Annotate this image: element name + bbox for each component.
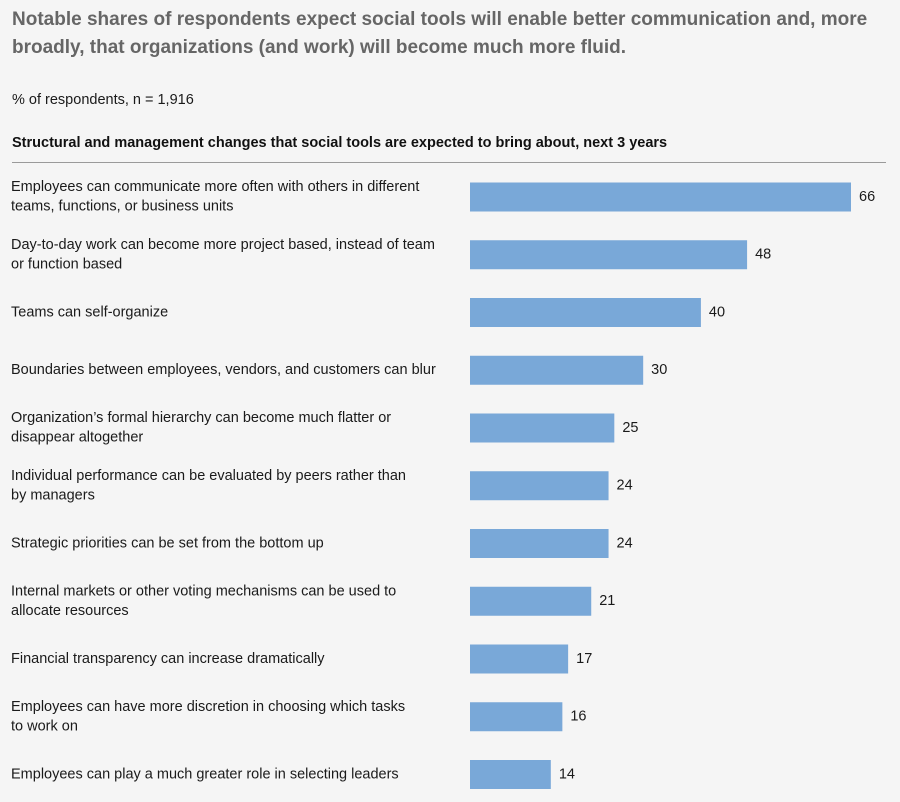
bar [470, 355, 644, 385]
category-label: Day-to-day work can become more project … [11, 237, 435, 273]
category-label: Individual performance can be evaluated … [11, 468, 406, 504]
value-label: 17 [576, 651, 592, 667]
category-label: Internal markets or other voting mechani… [11, 583, 396, 619]
value-label: 25 [622, 420, 638, 436]
value-label: 14 [559, 766, 575, 782]
category-label: Employees can have more discretion in ch… [11, 699, 405, 735]
category-label: Organization’s formal hierarchy can beco… [11, 410, 391, 446]
category-label: Employees can play a much greater role i… [11, 766, 399, 782]
bar [470, 471, 609, 501]
category-label: Teams can self-organize [11, 304, 168, 320]
bar [470, 529, 609, 558]
chart-title: Structural and management changes that s… [12, 135, 668, 151]
bar [470, 702, 563, 732]
value-label: 21 [599, 593, 615, 609]
chart-subtitle: % of respondents, n = 1,916 [12, 92, 194, 108]
category-label: Employees can communicate more often wit… [11, 179, 419, 215]
value-label: 48 [755, 247, 771, 263]
value-label: 24 [617, 535, 633, 551]
value-label: 66 [859, 189, 875, 205]
bar [470, 240, 748, 270]
bar [470, 644, 569, 674]
value-label: 24 [617, 478, 633, 494]
bar [470, 760, 551, 789]
bar [470, 182, 851, 212]
title-divider [12, 162, 886, 163]
bar [470, 413, 615, 443]
chart-headline: Notable shares of respondents expect soc… [12, 9, 868, 58]
bar [470, 298, 701, 327]
value-label: 16 [570, 709, 586, 725]
category-label: Boundaries between employees, vendors, a… [11, 362, 436, 378]
bar [470, 586, 592, 616]
category-label: Strategic priorities can be set from the… [11, 535, 324, 551]
value-label: 40 [709, 304, 725, 320]
category-label: Financial transparency can increase dram… [11, 651, 325, 667]
value-label: 30 [651, 362, 667, 378]
